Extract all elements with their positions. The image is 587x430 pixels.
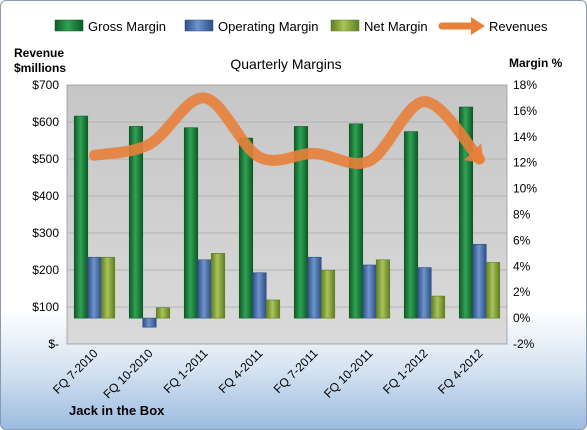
y-right-tick-label: 4% (513, 259, 531, 273)
legend-swatch-net-margin (330, 19, 360, 32)
bar-operating-margin (142, 317, 157, 328)
x-tick-label: FQ 1-2011 (161, 346, 211, 396)
legend: Gross Margin Operating Margin Net Margin… (54, 17, 548, 35)
y-left-tick-label: $- (48, 337, 59, 351)
footer-label: Jack in the Box (69, 403, 165, 418)
bar-gross-margin (183, 127, 199, 319)
legend-label-operating-margin: Operating Margin (218, 19, 318, 34)
legend-item-revenues: Revenues (438, 17, 548, 35)
y-left-axis: $- $100 $200 $300 $400 $500 $600 $700 (32, 78, 59, 351)
legend-swatch-gross-margin (54, 19, 84, 32)
y-right-axis: -2% 0% 2% 4% 6% 8% 10% 12% 14% 16% 18% (513, 78, 537, 351)
y-right-tick-label: 16% (513, 104, 537, 118)
y-left-tick-label: $700 (32, 78, 59, 92)
bar-operating-margin (417, 267, 432, 319)
y-right-tick-label: 6% (513, 233, 531, 247)
bar-net-margin (375, 259, 391, 319)
bar-operating-margin (252, 272, 267, 319)
chart-title: Quarterly Margins (230, 56, 341, 72)
y-right-title: Margin % (509, 56, 563, 70)
bar-net-margin (485, 262, 501, 319)
legend-item-operating-margin: Operating Margin (184, 19, 318, 34)
y-right-tick-label: 10% (513, 182, 537, 196)
y-right-tick-label: 8% (513, 208, 531, 222)
bar-gross-margin (73, 115, 89, 319)
y-right-tick-label: 12% (513, 156, 537, 170)
y-left-tick-label: $400 (32, 189, 59, 203)
y-left-tick-label: $200 (32, 263, 59, 277)
x-tick-label: FQ 1-2012 (380, 346, 431, 397)
y-left-tick-label: $100 (32, 300, 59, 314)
y-left-title-line2: $millions (14, 61, 66, 75)
y-left-tick-label: $600 (32, 115, 59, 129)
x-tick-label: FQ 10-2011 (321, 346, 376, 401)
x-tick-label: FQ 7-2011 (271, 346, 321, 396)
y-right-tick-label: 14% (513, 130, 537, 144)
bar-net-margin (100, 256, 116, 319)
y-right-tick-label: 2% (513, 285, 531, 299)
legend-swatch-operating-margin (184, 19, 214, 32)
x-tick-label: FQ 4-2012 (435, 346, 486, 397)
bar-net-margin (430, 295, 446, 319)
x-axis-labels: FQ 7-2010 FQ 10-2010 FQ 1-2011 FQ 4-2011 FQ … (50, 346, 486, 401)
bar-gross-margin (348, 123, 364, 319)
x-tick-label: FQ 7-2010 (50, 346, 101, 397)
bar-gross-margin (128, 126, 144, 319)
y-left-title-line1: Revenue (14, 46, 64, 60)
revenue-line-arrowhead (463, 143, 484, 164)
bar-gross-margin (293, 126, 309, 319)
legend-label-net-margin: Net Margin (364, 19, 428, 34)
bar-net-margin (210, 253, 226, 319)
x-tick-label: FQ 4-2011 (216, 346, 266, 396)
bar-operating-margin (362, 264, 377, 319)
revenue-line (89, 92, 485, 169)
bar-operating-margin (307, 256, 322, 319)
legend-label-revenues: Revenues (489, 19, 548, 34)
y-left-tick-label: $300 (32, 226, 59, 240)
x-tick-label: FQ 10-2010 (100, 346, 155, 401)
y-right-tick-label: 18% (513, 78, 537, 92)
bar-gross-margin (403, 131, 419, 319)
y-right-tick-label: 0% (513, 311, 531, 325)
bar-operating-margin (197, 259, 212, 319)
bar-net-margin (155, 307, 171, 319)
bar-operating-margin (472, 243, 487, 319)
bar-gross-margin (238, 137, 254, 319)
y-left-tick-label: $500 (32, 152, 59, 166)
legend-arrowhead-revenues (471, 17, 485, 35)
bar-operating-margin (87, 256, 102, 319)
legend-item-gross-margin: Gross Margin (54, 19, 166, 34)
y-right-tick-label: -2% (513, 337, 535, 351)
bar-net-margin (320, 269, 336, 319)
bar-net-margin (265, 299, 281, 319)
revenue-line-path (89, 92, 485, 169)
legend-label-gross-margin: Gross Margin (88, 19, 166, 34)
legend-item-net-margin: Net Margin (330, 19, 428, 34)
